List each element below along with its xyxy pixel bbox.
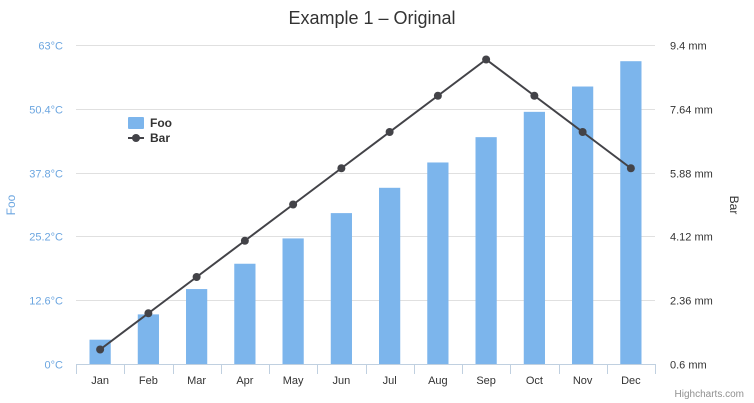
bar[interactable] bbox=[330, 213, 352, 364]
gridlines bbox=[76, 45, 655, 301]
series-bar-line bbox=[96, 55, 635, 354]
line-point[interactable] bbox=[144, 309, 153, 318]
bar[interactable] bbox=[379, 187, 401, 364]
left-tick-label: 12.6°C bbox=[29, 296, 63, 308]
right-axis-title: Bar bbox=[727, 196, 741, 215]
left-tick-label: 25.2°C bbox=[29, 232, 63, 244]
x-tick-label: Jul bbox=[383, 375, 397, 387]
x-tick-label: Jun bbox=[333, 375, 351, 387]
x-tick-label: Sep bbox=[476, 375, 496, 387]
left-tick-label: 0°C bbox=[45, 360, 64, 372]
x-tick-label: Feb bbox=[139, 375, 158, 387]
line-point[interactable] bbox=[192, 273, 201, 281]
bar[interactable] bbox=[620, 61, 642, 364]
line-point[interactable] bbox=[385, 128, 394, 136]
x-tick-label: Oct bbox=[526, 375, 543, 387]
bar[interactable] bbox=[523, 111, 545, 364]
chart-title: Example 1 – Original bbox=[288, 8, 455, 28]
x-tick-label: Dec bbox=[621, 375, 641, 387]
x-tick-label: Aug bbox=[428, 375, 448, 387]
x-tick-label: Jan bbox=[91, 375, 109, 387]
right-tick-label: 0.6 mm bbox=[670, 360, 707, 372]
bar[interactable] bbox=[186, 289, 208, 364]
bar[interactable] bbox=[475, 137, 497, 364]
right-tick-label: 4.12 mm bbox=[670, 232, 713, 244]
line-point[interactable] bbox=[578, 128, 587, 136]
line-point[interactable] bbox=[289, 200, 298, 209]
legend[interactable]: Foo Bar bbox=[128, 116, 172, 145]
x-tick-label: May bbox=[283, 375, 304, 387]
right-tick-label: 5.88 mm bbox=[670, 169, 713, 181]
line-point[interactable] bbox=[240, 236, 249, 245]
left-axis-title: Foo bbox=[4, 194, 18, 215]
series-foo-bars bbox=[89, 61, 642, 365]
bar[interactable] bbox=[234, 263, 256, 364]
series-line bbox=[99, 58, 632, 351]
right-y-axis: 0.6 mm 2.36 mm 4.12 mm 5.88 mm 7.64 mm 9.4 mm bbox=[670, 41, 713, 372]
right-tick-label: 7.64 mm bbox=[670, 105, 713, 117]
legend-item-bar[interactable]: Bar bbox=[128, 131, 170, 145]
right-tick-label: 9.4 mm bbox=[670, 41, 707, 53]
x-tick-label: Nov bbox=[573, 375, 593, 387]
left-y-axis: 0°C 12.6°C 25.2°C 37.8°C 50.4°C 63°C bbox=[29, 41, 63, 372]
left-tick-label: 63°C bbox=[38, 41, 63, 53]
legend-label-bar: Bar bbox=[150, 131, 170, 145]
legend-item-foo[interactable]: Foo bbox=[128, 116, 172, 130]
right-tick-label: 2.36 mm bbox=[670, 296, 713, 308]
legend-symbol-bar-marker bbox=[132, 134, 140, 142]
line-point[interactable] bbox=[337, 164, 346, 173]
legend-label-foo: Foo bbox=[150, 116, 172, 130]
x-tick-label: Apr bbox=[236, 375, 253, 387]
left-tick-label: 37.8°C bbox=[29, 169, 63, 181]
bar[interactable] bbox=[572, 86, 594, 365]
line-point[interactable] bbox=[482, 55, 491, 64]
x-axis: Jan Feb Mar Apr May Jun Jul Aug Sep Oct Nov Dec bbox=[76, 364, 656, 387]
x-tick-label: Mar bbox=[187, 375, 206, 387]
legend-symbol-foo bbox=[128, 117, 144, 129]
bar[interactable] bbox=[137, 314, 159, 364]
bar[interactable] bbox=[427, 162, 449, 364]
bar[interactable] bbox=[282, 238, 304, 364]
credits-link[interactable]: Highcharts.com bbox=[675, 389, 744, 400]
line-point[interactable] bbox=[530, 91, 539, 100]
line-point[interactable] bbox=[96, 345, 105, 354]
left-tick-label: 50.4°C bbox=[29, 105, 63, 117]
line-point[interactable] bbox=[433, 91, 442, 100]
line-point[interactable] bbox=[626, 164, 635, 173]
